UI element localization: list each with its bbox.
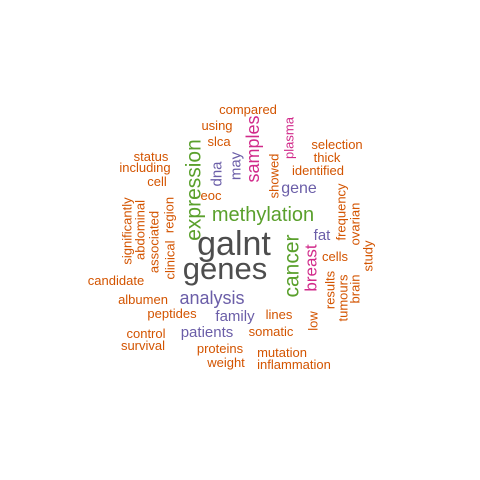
word-weight: weight (206, 355, 245, 370)
word-inflammation: inflammation (257, 357, 331, 372)
word-samples: samples (243, 115, 263, 182)
word-including: including (119, 160, 170, 175)
word-identified: identified (292, 163, 344, 178)
word-proteins: proteins (197, 341, 244, 356)
word-albumen: albumen (118, 292, 168, 307)
word-region: region (162, 197, 177, 233)
word-study: study (361, 240, 376, 272)
word-ovarian: ovarian (348, 203, 363, 246)
word-lines: lines (266, 307, 293, 322)
word-family: family (215, 308, 255, 325)
word-compared: compared (219, 102, 277, 117)
word-analysis: analysis (179, 288, 244, 308)
word-survival: survival (121, 338, 165, 353)
word-mutation: mutation (257, 345, 307, 360)
word-associated: associated (147, 211, 162, 273)
word-brain: brain (348, 275, 363, 304)
word-peptides: peptides (147, 306, 197, 321)
word-control: control (126, 326, 165, 341)
word-may: may (228, 151, 245, 180)
word-using: using (201, 118, 232, 133)
word-abdominal: abdominal (133, 200, 148, 260)
word-genes: genes (183, 251, 267, 286)
word-breast: breast (302, 244, 321, 292)
word-thick: thick (314, 150, 341, 165)
word-patients: patients (181, 324, 234, 341)
word-gene: gene (281, 180, 317, 197)
word-frequency: frequency (334, 183, 349, 241)
word-selection: selection (311, 137, 362, 152)
word-results: results (323, 270, 338, 309)
word-fat: fat (314, 227, 332, 244)
word-methylation: methylation (212, 204, 314, 226)
word-cells: cells (322, 249, 349, 264)
word-dna: dna (209, 161, 226, 187)
word-status: status (134, 149, 169, 164)
word-cell: cell (147, 174, 167, 189)
word-showed: showed (267, 154, 282, 199)
word-clinical: clinical (163, 240, 178, 279)
word-galnt: galnt (197, 225, 271, 263)
word-expression: expression (183, 139, 206, 241)
word-low: low (306, 311, 321, 331)
word-cancer: cancer (281, 234, 304, 297)
word-tumours: tumours (336, 274, 351, 321)
word-eoc: eoc (201, 188, 222, 203)
word-candidate: candidate (88, 273, 144, 288)
word-plasma: plasma (282, 116, 297, 159)
word-slca: slca (207, 134, 231, 149)
word-significantly: significantly (120, 197, 135, 265)
word-somatic: somatic (249, 324, 294, 339)
